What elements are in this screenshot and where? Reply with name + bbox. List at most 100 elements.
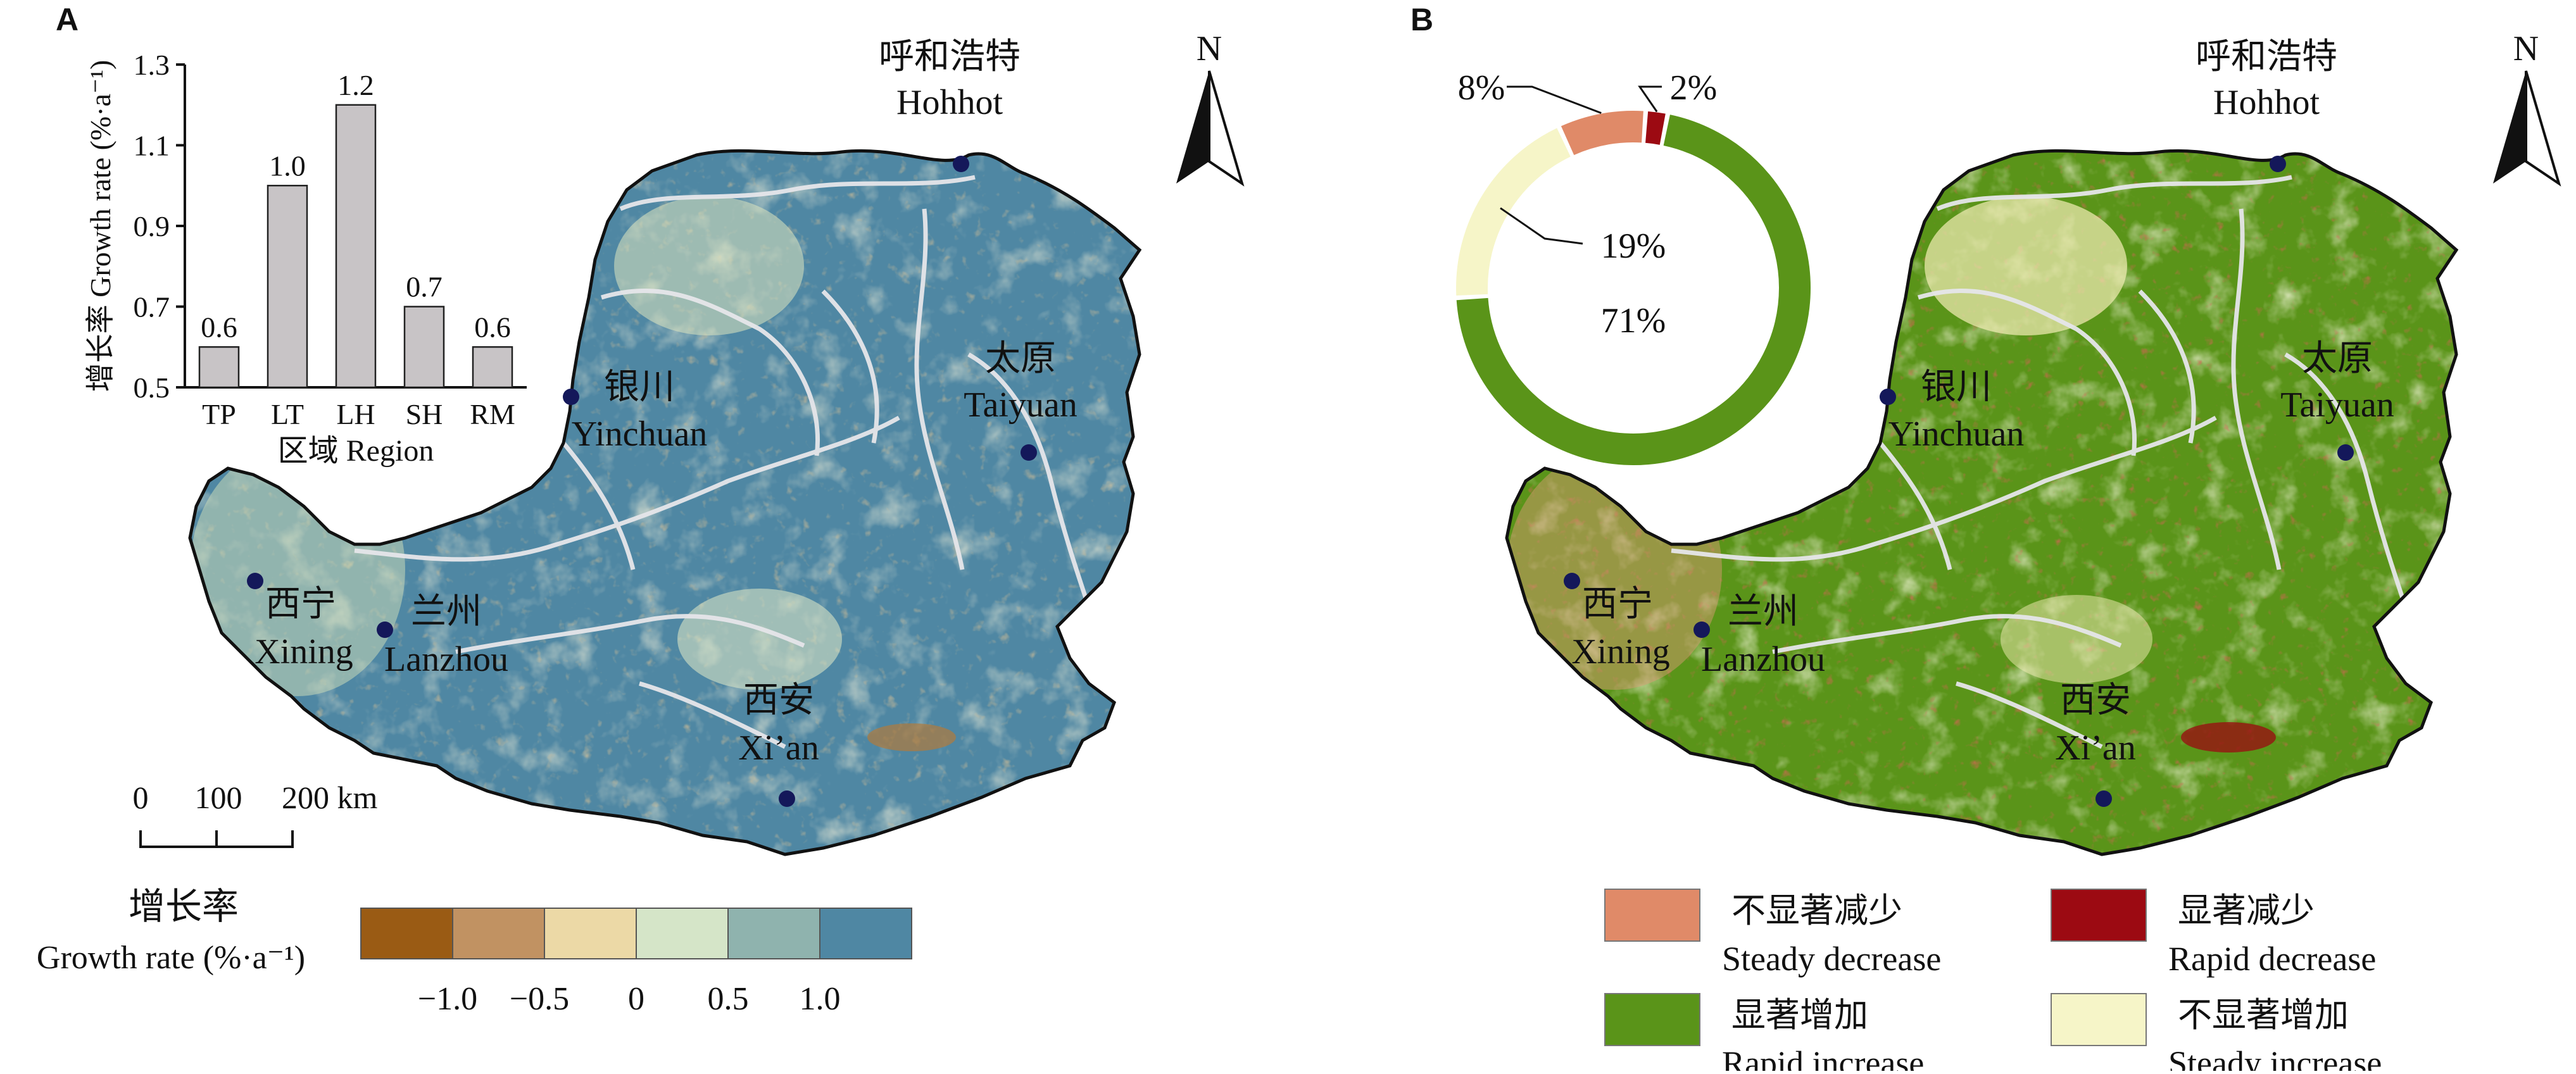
- legend-label-en-rapid-decrease: Rapid decrease: [2168, 940, 2376, 978]
- xining-label-en-b: Xining: [1571, 632, 1670, 671]
- legend-label-cn-rapid-decrease: 显著减少: [2178, 892, 2315, 930]
- legend-label-cn-rapid-increase: 显著增加: [1731, 996, 1868, 1034]
- panel-b-label: B: [1411, 2, 1433, 37]
- xian-label-cn-b: 西安: [2060, 681, 2131, 720]
- xining-label-cn-b: 西宁: [1582, 585, 1653, 624]
- x-tick-label: LT: [271, 398, 304, 430]
- hohhot-label-cn-b: 呼和浩特: [2196, 37, 2337, 77]
- yinchuan-label-cn-b: 银川: [1921, 368, 1992, 407]
- xining-label-en: Xining: [254, 632, 353, 671]
- donut-slice-rapid-increase: [1456, 115, 1811, 465]
- bar-value-label: 0.7: [406, 271, 443, 303]
- lanzhou-label-cn-b: 兰州: [1728, 592, 1799, 632]
- legend-title-cn: 增长率: [129, 886, 239, 927]
- xian-marker-b: [2095, 790, 2112, 807]
- legend-swatch: [360, 908, 453, 959]
- legend-swatch-steady-decrease: [1604, 889, 1700, 942]
- y-tick-label: 1.3: [134, 49, 170, 81]
- north-label-b: N: [2513, 29, 2539, 68]
- donut-slice-steady-increase: [1456, 128, 1571, 296]
- legend-tick-label: 0: [628, 981, 644, 1017]
- y-tick-label: 0.7: [134, 291, 170, 323]
- scale-tick-0: 0: [133, 780, 149, 815]
- leader-line: [1638, 85, 1662, 113]
- inset-bar-chart: 0.5 0.7 0.9 1.1 1.3 增长率 Growth rate (%·a⁻¹) TP…: [84, 49, 527, 468]
- bar-LT: [267, 185, 308, 389]
- x-tick-label: LH: [336, 398, 375, 430]
- legend-swatch: [544, 908, 637, 959]
- donut-label-rapid-decrease: 2%: [1670, 68, 1718, 108]
- legend-label-en-steady-decrease: Steady decrease: [1722, 940, 1941, 978]
- legend-label-cn-steady-decrease: 不显著减少: [1731, 892, 1902, 930]
- city-markers: 呼和浩特 Hohhot 银川 Yinchuan 太原 Taiyuan 西宁 Xi…: [247, 37, 1078, 807]
- xining-marker: [247, 573, 263, 589]
- legend-swatch: [636, 908, 729, 959]
- bar-value-label: 1.2: [337, 69, 374, 101]
- hohhot-label-en-b: Hohhot: [2213, 83, 2320, 122]
- hohhot-label-en: Hohhot: [896, 83, 1003, 122]
- hohhot-marker-b: [2270, 156, 2286, 172]
- y-tick-label: 0.9: [134, 210, 170, 242]
- yinchuan-label-en-b: Yinchuan: [1888, 415, 2025, 454]
- taiyuan-label-en-b: Taiyuan: [2280, 385, 2394, 425]
- legend-swatch: [819, 908, 912, 959]
- y-tick-label: 0.5: [134, 372, 170, 404]
- legend-tick-label: −0.5: [510, 981, 569, 1017]
- north-arrow-icon-b: [2493, 71, 2526, 184]
- taiyuan-label-cn: 太原: [985, 339, 1056, 378]
- donut-slice-steady-decrease: [1561, 111, 1643, 156]
- legend-tick-label: 0.5: [708, 981, 749, 1017]
- leader-line: [1507, 85, 1602, 115]
- legend-swatch-steady-increase: [2051, 993, 2147, 1046]
- yinchuan-marker: [563, 389, 579, 405]
- x-tick-label: SH: [406, 398, 443, 430]
- north-arrow: N: [1176, 29, 1245, 187]
- lanzhou-label-en: Lanzhou: [384, 640, 508, 679]
- legend-label-en-rapid-increase: Rapid increase: [1722, 1044, 1924, 1071]
- scale-bar: 0 100 200 km: [133, 780, 378, 848]
- yinchuan-label-en: Yinchuan: [572, 415, 708, 454]
- city-markers-b: 呼和浩特 Hohhot 银川 Yinchuan 太原 Taiyuan 西宁 Xi…: [1564, 37, 2394, 807]
- leader-line: [1500, 207, 1583, 245]
- north-label: N: [1197, 29, 1222, 68]
- legend-title-en: Growth rate (%·a⁻¹): [37, 940, 305, 976]
- donut-label-steady-increase: 19%: [1601, 227, 1666, 266]
- lanzhou-marker-b: [1693, 621, 1710, 638]
- taiyuan-label-en: Taiyuan: [964, 385, 1078, 425]
- yinchuan-marker-b: [1880, 389, 1896, 405]
- xian-label-en: Xi’an: [738, 728, 819, 768]
- donut-label-rapid-increase: 71%: [1601, 301, 1666, 340]
- trend-legend: 不显著减少 Steady decrease 显著减少 Rapid decrease 显著…: [1604, 889, 2382, 1074]
- panel-b: B: [1411, 2, 2561, 1074]
- donut-slice-rapid-decrease: [1645, 111, 1666, 145]
- taiyuan-marker: [1021, 444, 1037, 461]
- bar-RM: [472, 346, 513, 389]
- legend-tick-label: 1.0: [800, 981, 841, 1017]
- x-tick-label: RM: [470, 398, 515, 430]
- hohhot-marker: [953, 156, 969, 172]
- xining-marker-b: [1564, 573, 1580, 589]
- donut-label-steady-decrease: 8%: [1458, 68, 1505, 108]
- lanzhou-marker: [377, 621, 393, 638]
- growth-rate-legend: 增长率 Growth rate (%·a⁻¹) −1.0 −0.5 0 0.5 1.0: [37, 886, 912, 1017]
- bar-value-label: 0.6: [201, 311, 237, 343]
- lanzhou-label-en-b: Lanzhou: [1701, 640, 1825, 679]
- xian-label-en-b: Xi’an: [2055, 728, 2136, 768]
- north-arrow-b: N: [2493, 29, 2561, 187]
- xian-marker: [779, 790, 795, 807]
- bar-TP: [198, 346, 240, 389]
- bar-y-axis-label: 增长率 Growth rate (%·a⁻¹): [84, 60, 116, 392]
- donut-chart: 71% 19% 8% 2%: [1456, 68, 1811, 465]
- legend-swatch-rapid-increase: [1604, 993, 1700, 1046]
- x-tick-label: TP: [202, 398, 236, 430]
- legend-label-en-steady-increase: Steady increase: [2168, 1044, 2382, 1071]
- bar-value-label: 1.0: [269, 149, 306, 182]
- bar-LH: [335, 104, 377, 389]
- taiyuan-label-cn-b: 太原: [2302, 339, 2373, 378]
- panel-a-label: A: [56, 2, 79, 37]
- y-tick-label: 1.1: [134, 130, 170, 162]
- legend-swatch: [452, 908, 545, 959]
- legend-label-cn-steady-increase: 不显著增加: [2178, 996, 2349, 1034]
- xian-label-cn: 西安: [743, 681, 814, 720]
